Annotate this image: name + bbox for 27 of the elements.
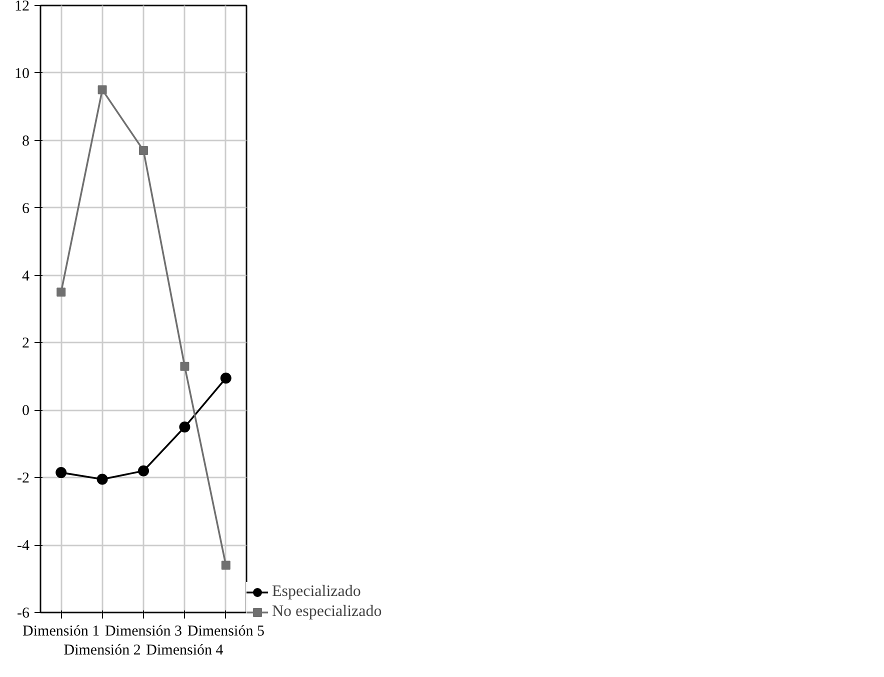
x-tick-label: Dimensión 3	[104, 624, 182, 640]
point	[220, 372, 232, 384]
point	[138, 465, 149, 476]
legend-label: No especializado	[272, 603, 382, 621]
y-tick-label: -6	[17, 606, 30, 622]
x-tick-label: Dimensión 1	[22, 624, 100, 640]
point	[179, 422, 190, 433]
x-tick-label: Dimensión 4	[146, 642, 224, 659]
point	[56, 288, 66, 297]
y-tick-label: 4	[22, 268, 30, 284]
x-tick-label: Dimensión 2	[64, 642, 141, 659]
y-tick-label: 12	[14, 0, 30, 14]
point	[56, 467, 67, 478]
y-tick-label: -4	[17, 538, 30, 554]
point	[139, 146, 148, 156]
y-tick-label: 10	[14, 66, 30, 82]
x-tick-label: Dimensión 5	[187, 624, 264, 640]
y-tick-label: 0	[22, 403, 30, 420]
point	[96, 474, 108, 485]
y-tick-label: 6	[22, 200, 30, 217]
y-tick-label: 2	[22, 336, 30, 352]
legend-label: Especializado	[272, 583, 361, 601]
point	[221, 560, 230, 570]
y-tick-label: -2	[17, 470, 30, 487]
point	[180, 362, 190, 371]
point	[98, 85, 107, 94]
y-tick-label: 8	[22, 133, 30, 150]
